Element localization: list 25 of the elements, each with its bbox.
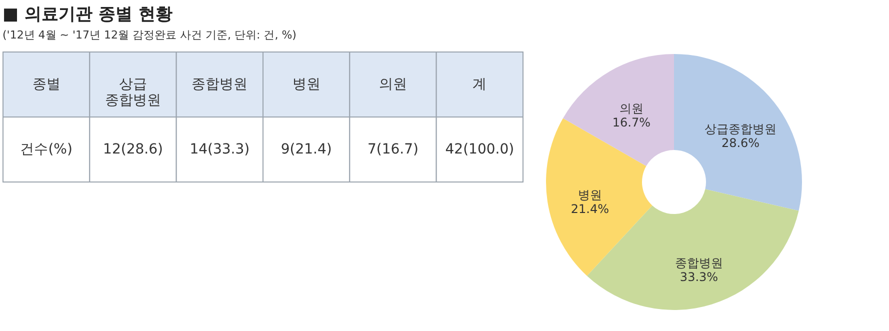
donut-slice: [546, 118, 652, 276]
slice-label: 종합병원: [674, 256, 723, 270]
data-label: 16.7%: [612, 115, 650, 130]
category-label: 계: [472, 76, 487, 92]
text: 14(33.3): [190, 142, 250, 158]
slice-label: 상급종합병원: [704, 122, 777, 136]
donut-slice: [563, 54, 674, 166]
text: 종별: [32, 76, 60, 92]
text: 42(100.0): [445, 142, 514, 158]
text: 7(16.7): [367, 142, 419, 158]
slice-label: 병원: [578, 188, 602, 202]
data-label: 21.4%: [570, 202, 610, 216]
donut-slice: [674, 54, 802, 211]
text: 12(28.6): [103, 142, 163, 158]
text: ('12년 4월 ~ '17년 12월 감정완료 사건 기준, 단위: 건, %): [2, 28, 296, 42]
data-label: 28.6%: [721, 136, 760, 150]
category-label: 병원: [292, 76, 320, 92]
category-label: 상급 종합병원: [105, 76, 161, 108]
slice-label: 의원: [619, 101, 644, 116]
text: ■ 의료기관 종별 현황: [2, 4, 172, 24]
data-label: 33.3%: [680, 270, 718, 284]
text: 건수(%): [20, 142, 72, 158]
category-label: 의원: [379, 76, 407, 92]
category-label: 종합병원: [192, 76, 248, 92]
text: 9(21.4): [280, 142, 332, 158]
